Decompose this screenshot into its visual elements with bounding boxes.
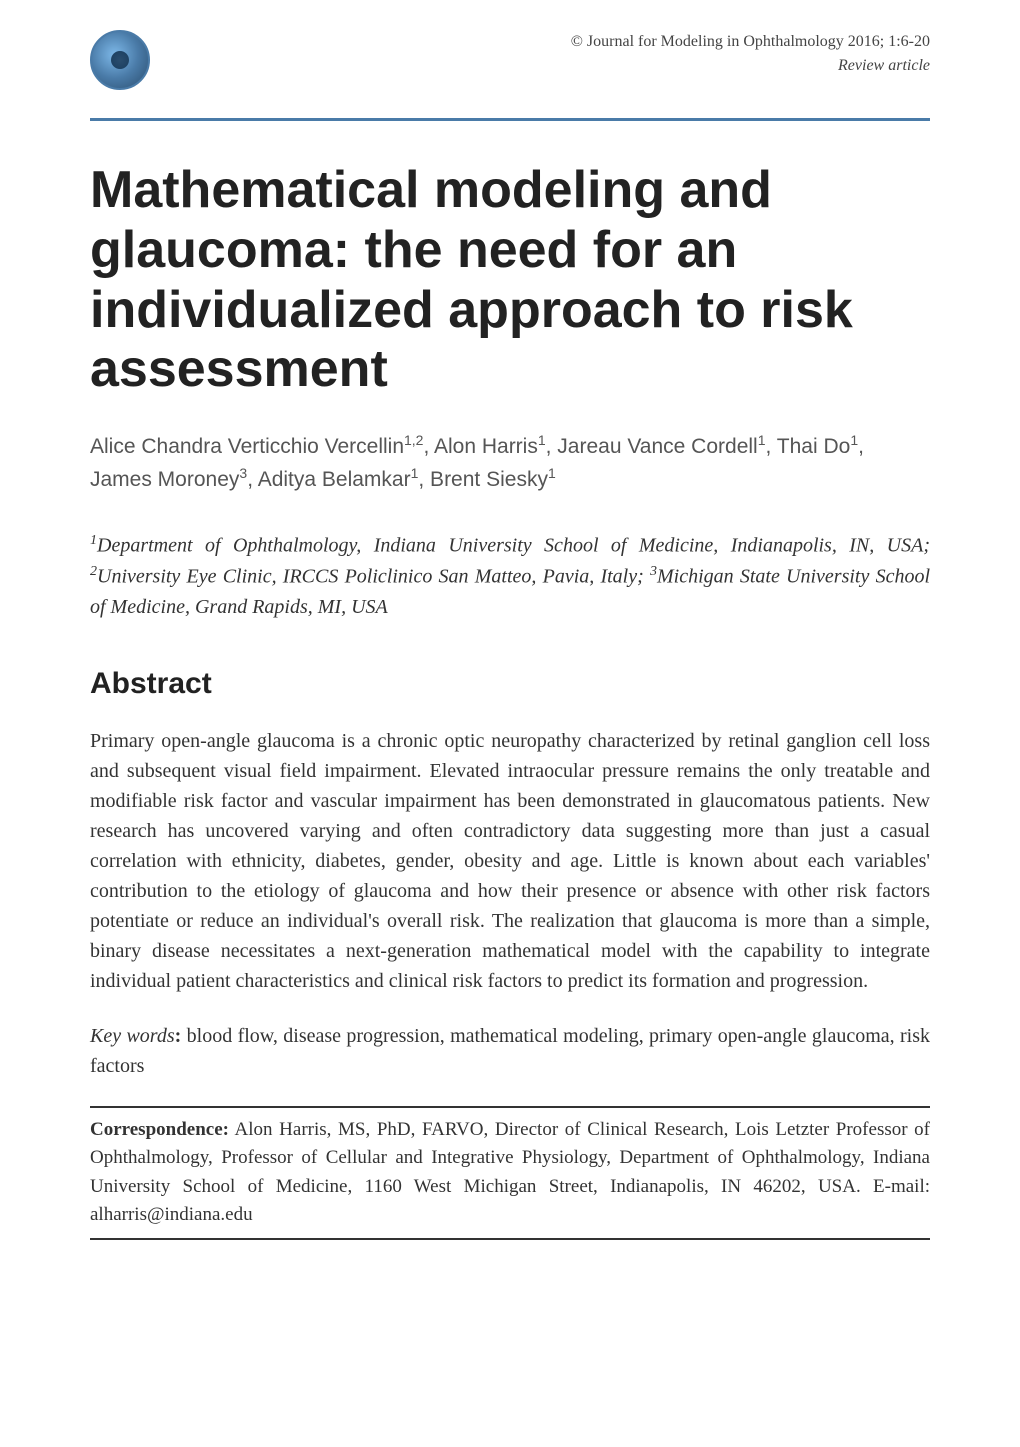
journal-logo-container: [90, 30, 160, 100]
affiliations: 1Department of Ophthalmology, Indiana Un…: [0, 530, 1020, 666]
page-header: © Journal for Modeling in Ophthalmology …: [0, 0, 1020, 110]
abstract-body: Primary open-angle glaucoma is a chronic…: [0, 726, 1020, 1021]
correspondence-label: Correspondence:: [90, 1119, 229, 1140]
copyright-line: © Journal for Modeling in Ophthalmology …: [571, 30, 930, 54]
eye-logo-icon: [90, 30, 150, 90]
keywords-content: blood flow, disease progression, mathema…: [90, 1025, 930, 1077]
header-metadata: © Journal for Modeling in Ophthalmology …: [571, 30, 930, 78]
correspondence-divider-bottom: [90, 1238, 930, 1240]
keywords-label: Key words: [90, 1025, 175, 1047]
authors-list: Alice Chandra Verticchio Vercellin1,2, A…: [0, 430, 1020, 530]
article-title: Mathematical modeling and glaucoma: the …: [0, 121, 1020, 430]
article-type: Review article: [571, 54, 930, 78]
correspondence-block: Correspondence: Alon Harris, MS, PhD, FA…: [0, 1108, 1020, 1238]
abstract-heading: Abstract: [0, 667, 1020, 726]
keywords: Key words: blood flow, disease progressi…: [0, 1021, 1020, 1106]
